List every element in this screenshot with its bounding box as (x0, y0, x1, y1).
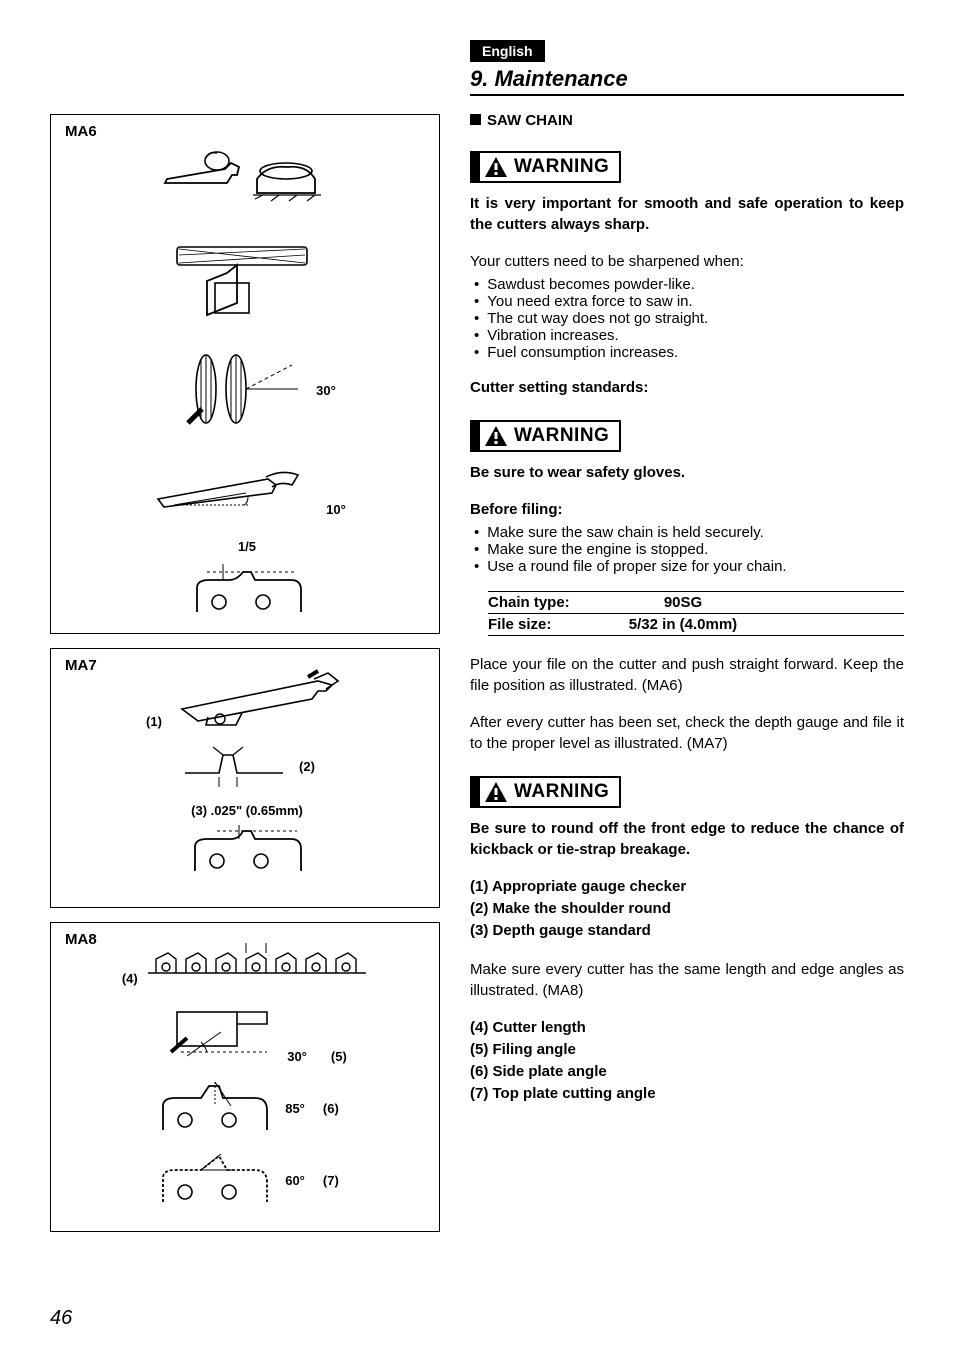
fraction-row: 1/5 (187, 539, 307, 623)
callout-4: (4) (122, 971, 138, 986)
sharpen-intro: Your cutters need to be sharpened when: (470, 251, 904, 272)
figure-ma6-stack: 30° 10° 1/5 (65, 125, 429, 623)
ma7-row3: (3) .025" (0.65mm) (187, 803, 307, 880)
ma8-row3: 85° (6) (155, 1080, 339, 1136)
fraction-label: 1/5 (187, 539, 307, 554)
file-top-30-icon (158, 345, 308, 435)
angle-30-label: 30° (316, 383, 336, 398)
warning-triangle-icon (484, 156, 508, 178)
warning3-text: Be sure to round off the front edge to r… (470, 818, 904, 860)
figures-column: MA6 (50, 40, 440, 1232)
callout-2: (2) (299, 759, 315, 774)
figure-ma7-stack: (1) (2) (65, 659, 429, 880)
legend-item: (4) Cutter length (470, 1017, 904, 1039)
list-item: Make sure the saw chain is held securely… (470, 524, 904, 541)
angle30-row: 30° (158, 345, 336, 435)
legend-2: (4) Cutter length (5) Filing angle (6) S… (470, 1017, 904, 1104)
figure-label: MA6 (65, 123, 97, 140)
table-row: File size: 5/32 in (4.0mm) (488, 614, 904, 636)
warning-label: WARNING (514, 156, 609, 178)
legend-item: (5) Filing angle (470, 1039, 904, 1061)
figure-ma8-stack: (4) (65, 933, 429, 1208)
angle-10-label: 10° (326, 502, 346, 517)
warning-label: WARNING (514, 781, 609, 803)
figure-label: MA8 (65, 931, 97, 948)
callout-1: (1) (146, 714, 162, 729)
angle-85: 85° (285, 1101, 305, 1116)
list-item: The cut way does not go straight. (470, 310, 904, 327)
legend-item: (3) Depth gauge standard (470, 920, 904, 942)
depth-gauge-icon (187, 821, 307, 875)
cutter-length-icon (142, 937, 372, 983)
list-item: Use a round file of proper size for your… (470, 558, 904, 575)
warning-box-1: WARNING (470, 151, 621, 183)
cutter-standards-heading: Cutter setting standards: (470, 377, 904, 398)
section-title: 9. Maintenance (470, 66, 904, 96)
warning-label: WARNING (514, 425, 609, 447)
para-depth-gauge: After every cutter has been set, check t… (470, 712, 904, 754)
callout-6: (6) (323, 1101, 339, 1116)
depth-1-5-icon (187, 558, 307, 618)
page-number: 46 (50, 1307, 72, 1330)
legend-item: (1) Appropriate gauge checker (470, 876, 904, 898)
black-square-icon (470, 114, 481, 125)
ma7-row1: (1) (146, 669, 348, 729)
top-plate-icon (155, 1152, 275, 1208)
angle10-row: 10° (148, 457, 346, 517)
legend-item: (6) Side plate angle (470, 1061, 904, 1083)
legend-item: (7) Top plate cutting angle (470, 1083, 904, 1105)
angle-30-5: 30° (287, 1049, 307, 1064)
chainsaw-stump-icon (157, 131, 337, 211)
saw-chain-heading: SAW CHAIN (470, 112, 904, 129)
warning-triangle-icon (484, 781, 508, 803)
header: English 9. Maintenance (470, 40, 904, 96)
chain-table: Chain type: 90SG File size: 5/32 in (4.0… (488, 591, 904, 636)
figure-ma7: MA7 (1) (50, 648, 440, 908)
before-filing-list: Make sure the saw chain is held securely… (470, 524, 904, 575)
file-10-icon (148, 457, 318, 517)
language-tag: English (470, 40, 545, 62)
text-column: English 9. Maintenance SAW CHAIN WARNING… (470, 40, 904, 1232)
table-label: Chain type: (488, 594, 608, 611)
gauge-checker-icon (168, 669, 348, 729)
filing-angle-icon (147, 1004, 277, 1064)
table-label: File size: (488, 616, 608, 633)
list-item: Fuel consumption increases. (470, 344, 904, 361)
ma8-row4: 60° (7) (155, 1152, 339, 1208)
figure-ma6: MA6 (50, 114, 440, 634)
table-row: Chain type: 90SG (488, 591, 904, 614)
list-item: Make sure the engine is stopped. (470, 541, 904, 558)
warning1-text: It is very important for smooth and safe… (470, 193, 904, 235)
warning-box-2: WARNING (470, 420, 621, 452)
para-same-length: Make sure every cutter has the same leng… (470, 959, 904, 1001)
side-plate-icon (155, 1080, 275, 1136)
table-value: 5/32 in (4.0mm) (608, 616, 758, 633)
sharpen-list: Sawdust becomes powder-like. You need ex… (470, 276, 904, 361)
legend-item: (2) Make the shoulder round (470, 898, 904, 920)
callout-5: (5) (331, 1049, 347, 1064)
warning-triangle-icon (484, 425, 508, 447)
table-value: 90SG (608, 594, 758, 611)
warning-box-3: WARNING (470, 776, 621, 808)
legend-1: (1) Appropriate gauge checker (2) Make t… (470, 876, 904, 941)
angle-60: 60° (285, 1173, 305, 1188)
ma8-row2: 30° (5) (147, 1004, 347, 1064)
callout-3: (3) .025" (0.65mm) (187, 803, 307, 818)
ma8-row1: (4) (122, 937, 372, 988)
list-item: You need extra force to saw in. (470, 293, 904, 310)
before-filing-heading: Before filing: (470, 499, 904, 520)
saw-chain-text: SAW CHAIN (487, 112, 573, 129)
callout-7: (7) (323, 1173, 339, 1188)
ma7-row2: (2) (179, 743, 315, 789)
page-content: MA6 (50, 40, 904, 1232)
shoulder-round-icon (179, 743, 289, 789)
warning2-text: Be sure to wear safety gloves. (470, 462, 904, 483)
figure-label: MA7 (65, 657, 97, 674)
list-item: Vibration increases. (470, 327, 904, 344)
figure-ma8: MA8 (4) (50, 922, 440, 1232)
list-item: Sawdust becomes powder-like. (470, 276, 904, 293)
para-place-file: Place your file on the cutter and push s… (470, 654, 904, 696)
file-side-icon (147, 233, 347, 323)
spacer (50, 40, 440, 100)
